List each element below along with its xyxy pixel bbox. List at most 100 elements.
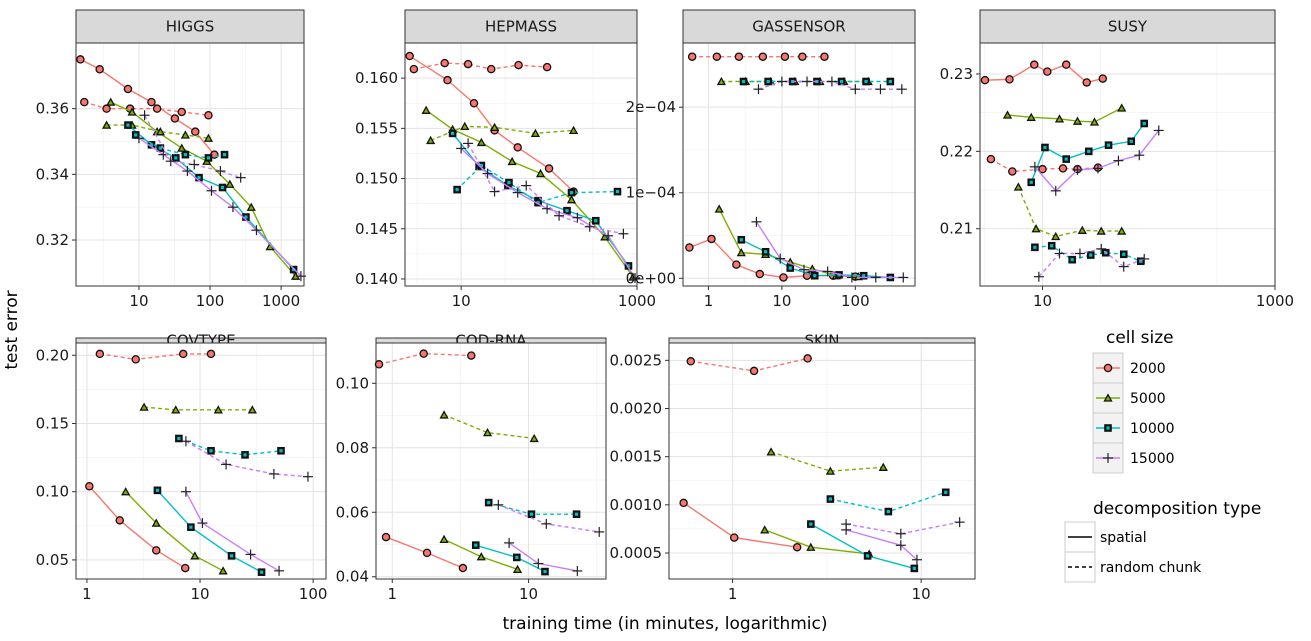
data-point: [544, 164, 554, 173]
data-point: [732, 260, 741, 269]
legend-label: 2000: [1130, 361, 1166, 377]
data-point: [204, 110, 213, 120]
legend-decomposition-type: decomposition type spatial random chunk: [1064, 499, 1261, 583]
data-point: [755, 269, 765, 279]
y-tick-label: 0.22: [940, 142, 973, 160]
x-tick-label: 1: [387, 585, 397, 603]
y-tick-label: 0.150: [355, 170, 398, 188]
data-point: [95, 349, 105, 359]
series-15000-random-chunk: [463, 138, 629, 239]
x-tick-label: 10: [912, 585, 931, 603]
y-tick-label: 0e+00: [626, 269, 676, 287]
data-point-fill: [808, 545, 814, 550]
data-point-fill: [229, 554, 234, 558]
x-tick-label: 100: [299, 585, 328, 603]
data-point: [177, 107, 187, 117]
data-point: [419, 349, 428, 358]
data-point-fill: [220, 185, 225, 190]
series-2000-spatial: [679, 498, 802, 552]
series-5000-spatial: [1002, 103, 1127, 126]
data-point-fill: [455, 188, 459, 192]
facet-susy: SUSY 10 1000 0.21 0.22 0.23: [940, 9, 1294, 310]
panel-border: [75, 342, 327, 580]
legend-item-10000: 10000: [1092, 412, 1175, 444]
data-point-fill: [267, 244, 273, 249]
series-line: [443, 414, 535, 440]
data-point: [712, 52, 722, 61]
data-point-fill: [766, 79, 770, 84]
data-point-fill: [149, 143, 154, 147]
series-2000-random-chunk: [95, 349, 216, 364]
data-point-fill: [574, 512, 579, 516]
data-point-fill: [174, 156, 178, 160]
panel-background: [75, 342, 327, 580]
x-tick-label: 1000: [262, 292, 300, 310]
data-point-fill: [183, 153, 187, 157]
series-line: [125, 491, 224, 572]
data-point: [803, 354, 812, 363]
x-tick-label: 10: [772, 292, 791, 310]
data-point: [374, 360, 384, 369]
panel-border: [979, 42, 1276, 287]
data-point-fill: [866, 554, 870, 558]
data-point: [80, 97, 89, 107]
data-point: [513, 143, 522, 152]
series-line: [413, 62, 548, 70]
y-tick-label: 2e−04: [626, 98, 676, 116]
y-tick-label: 0.0020: [610, 400, 663, 418]
x-tick-label: 10: [1033, 292, 1052, 310]
series-line: [144, 406, 253, 411]
data-point-fill: [1033, 245, 1037, 249]
panel-border: [682, 42, 916, 287]
y-axis-title: test error: [2, 290, 22, 369]
data-point-fill: [828, 497, 832, 501]
x-tick-label: 1: [82, 585, 92, 603]
data-point-fill: [888, 79, 892, 84]
data-point-fill: [509, 159, 515, 164]
data-point-fill: [1098, 229, 1104, 234]
data-point: [779, 273, 788, 282]
x-tick-label: 1: [704, 292, 714, 310]
data-point-fill: [1070, 258, 1074, 262]
data-point: [469, 98, 479, 108]
legend-label: spatial: [1100, 530, 1147, 546]
facet-title: HEPMASS: [485, 18, 557, 36]
data-point-fill: [248, 205, 254, 210]
data-point: [685, 243, 694, 252]
x-tick-label: 1: [728, 585, 738, 603]
y-tick-label: 0.155: [355, 119, 398, 137]
x-tick-label: 1000: [1256, 292, 1294, 310]
data-point-fill: [1106, 143, 1111, 147]
series-line: [185, 440, 308, 478]
data-point-fill: [1057, 116, 1062, 122]
y-tick-label: 0.32: [36, 231, 69, 249]
data-point-fill: [249, 407, 255, 413]
data-point-fill: [209, 449, 213, 453]
series-2000-random-chunk: [687, 52, 829, 61]
y-tick-label: 0.160: [355, 69, 398, 87]
series-5000-spatial: [439, 534, 523, 574]
data-point-fill: [788, 266, 792, 270]
series-5000-spatial: [121, 487, 228, 575]
data-point-fill: [1079, 228, 1085, 233]
y-tick-label: 0.10: [36, 483, 69, 501]
data-point: [1008, 167, 1017, 176]
data-point-fill: [192, 553, 198, 559]
series-15000-spatial: [504, 537, 583, 576]
data-point: [76, 55, 85, 64]
data-point-fill: [206, 156, 211, 160]
data-point-fill: [538, 171, 543, 176]
series-5000-random-chunk: [101, 120, 214, 142]
series-line: [1007, 107, 1123, 123]
legend-decomposition-title: decomposition type: [1093, 499, 1261, 519]
series-2000-random-chunk: [986, 154, 1103, 176]
data-point-fill: [536, 201, 540, 205]
data-point-fill: [197, 176, 201, 180]
data-point: [152, 546, 161, 555]
data-point-fill: [880, 465, 886, 470]
data-point-fill: [813, 274, 817, 278]
series-line: [467, 143, 624, 235]
data-point: [729, 533, 739, 542]
y-tick-label: 0.20: [36, 346, 69, 364]
data-point-fill: [179, 146, 185, 151]
